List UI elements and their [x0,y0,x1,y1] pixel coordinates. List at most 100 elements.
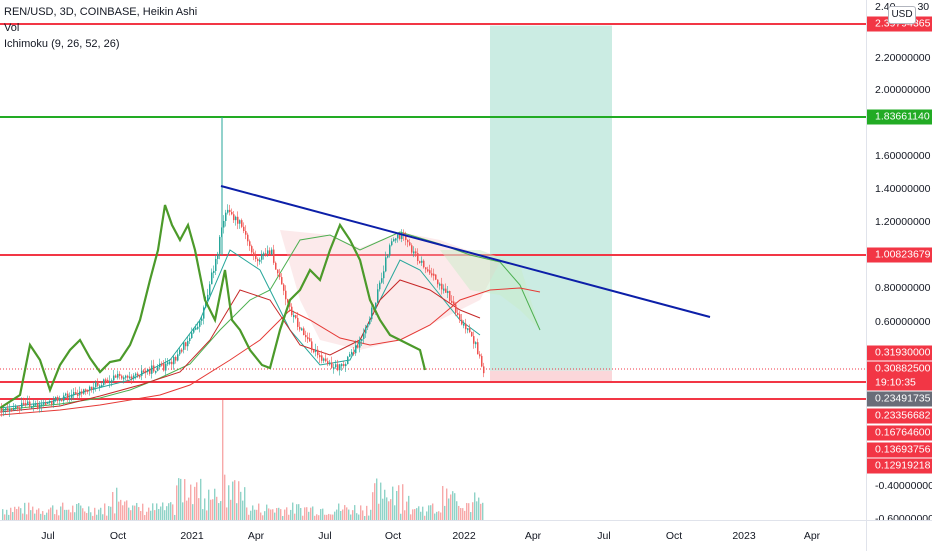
volume-bar [160,506,162,520]
candle [185,342,187,347]
candle [133,375,135,378]
volume-bar [398,485,400,520]
volume-bar [96,514,98,520]
volume-bar [4,514,6,520]
candle [275,262,277,270]
volume-bar [212,499,214,520]
volume-bar [2,509,4,520]
volume-bar [128,507,130,520]
volume-bar [466,503,468,520]
price-plot[interactable] [0,0,866,520]
volume-bar [196,482,198,520]
volume-bar [32,506,34,520]
volume-bar [244,487,246,520]
candle [47,401,49,404]
symbol-label[interactable]: REN/USD, 3D, COINBASE, Heikin Ashi [4,6,198,18]
volume-bar [214,488,216,520]
volume-bar [460,508,462,520]
volume-bar [268,508,270,520]
volume-bar [256,509,258,520]
volume-bar [436,511,438,520]
candle [217,253,219,259]
candle [359,339,361,348]
volume-bar [314,515,316,520]
volume-bar [360,505,362,520]
price-tick: 0.60000000 [875,316,931,328]
candle [477,342,479,355]
candle [463,323,465,326]
candle [95,381,97,388]
candle [473,336,475,344]
target-zone [490,25,612,371]
volume-bar [188,497,190,520]
volume-bar [178,478,180,520]
candle [293,315,295,318]
candle [295,315,297,318]
volume-bar [282,515,284,520]
ichimoku-indicator-label[interactable]: Ichimoku (9, 26, 52, 26) [4,38,120,50]
time-tick: Apr [247,530,265,542]
candle [259,259,261,262]
volume-bar [410,514,412,520]
candle [207,294,209,302]
time-axis[interactable]: Jul Oct 2021 Apr Jul Oct 2022 Apr Jul Oc… [0,520,866,551]
volume-bar [76,503,78,520]
volume-bar [386,497,388,520]
volume-bar [444,505,446,520]
time-tick: Jul [597,530,611,542]
candle [335,364,337,368]
price-tag-last-price: 0.30882500 [867,361,932,377]
volume-bar [318,515,320,520]
candle [311,341,313,351]
candle [41,404,43,407]
candle [187,341,189,347]
candle [407,239,409,243]
candle [157,367,159,371]
candle [387,255,389,258]
volume-bar [72,505,74,520]
chart-area[interactable]: REN/USD, 3D, COINBASE, Heikin Ashi Vol I… [0,0,866,520]
candle [219,236,221,254]
candle [49,400,51,403]
candle [405,235,407,240]
candle [171,361,173,365]
volume-bar [126,500,128,520]
volume-bar [106,515,108,520]
candle [419,261,421,264]
candle [433,273,435,276]
candle [313,350,315,353]
candle [385,257,387,272]
price-tag-green-level: 1.83661140 [867,109,932,125]
price-tick: 2.20000000 [875,52,931,64]
volume-bar [446,488,448,520]
currency-badge[interactable]: USD [888,6,916,24]
volume-indicator-label[interactable]: Vol [4,22,20,34]
volume-bar [124,501,126,520]
candle [397,234,399,239]
candle [169,361,171,364]
volume-bar [420,511,422,520]
candle [175,356,177,361]
volume-bar [114,513,116,520]
candle [317,349,319,356]
candle [179,349,181,355]
candle [285,290,287,300]
volume-bar [252,505,254,520]
price-axis[interactable]: 2.40 30 2.20000000 2.00000000 1.60000000 … [866,0,932,525]
volume-bar [432,503,434,520]
volume-bar [302,515,304,520]
candle [3,409,5,412]
volume-bar [338,503,340,520]
candle [223,220,225,228]
volume-bar [198,498,200,520]
volume-bar [222,400,224,520]
candle [241,220,243,227]
candle [103,379,105,386]
candle [245,230,247,235]
candle [377,289,379,303]
volume-bar [362,510,364,520]
volume-bar [348,509,350,520]
candle [45,402,47,405]
candle [67,393,69,399]
time-tick: Oct [665,530,683,542]
